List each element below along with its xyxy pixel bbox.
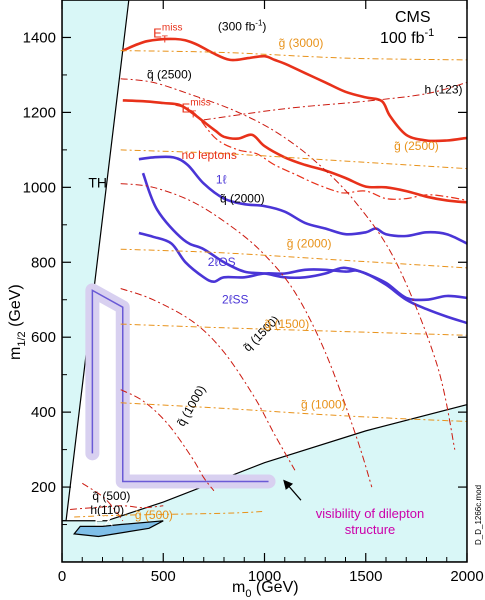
gluino-500-label: g̃ (500) xyxy=(135,508,173,522)
squark-2000-label: q̃ (2000) xyxy=(220,191,265,205)
dilepton-band xyxy=(85,283,276,489)
two-lepton-ss-label: 2ℓSS xyxy=(222,292,249,306)
etmiss-300-label-lumi-text: (300 fb xyxy=(218,20,256,34)
x-axis-title-sub: 0 xyxy=(245,588,251,600)
squark-2500-label-text: q̃ (2500) xyxy=(147,68,192,82)
dilepton-outline xyxy=(91,289,269,483)
h-123-label-text: h (123) xyxy=(424,83,462,97)
h-110-label-text: h(110) xyxy=(90,503,124,517)
two-lepton-os-label-text: 2ℓOS xyxy=(208,255,236,269)
no-leptons-label: no leptons xyxy=(181,148,236,162)
etmiss-100-label-main: E xyxy=(181,100,190,115)
curve-h-110 xyxy=(70,505,164,510)
two-lepton-os-label: 2ℓOS xyxy=(208,255,236,269)
etmiss-100-label-sup: miss xyxy=(190,97,211,108)
curve-gluino-3000 xyxy=(120,50,467,61)
dilepton-structure-layer xyxy=(85,283,302,501)
x-tick-label: 2000 xyxy=(450,568,483,585)
curve-squark-1500 xyxy=(120,288,296,471)
curve-squark-2000 xyxy=(120,183,373,488)
y-tick-label: 600 xyxy=(31,329,56,346)
h-110-label: h(110) xyxy=(90,503,124,517)
curve-gluino-2500 xyxy=(120,149,467,170)
gluino-1000-label: g̃ (1000) xyxy=(301,397,346,411)
gluino-1000-label-text: g̃ (1000) xyxy=(301,397,346,411)
y-tick-label: 1400 xyxy=(23,29,56,46)
curve-gluino-500 xyxy=(74,510,265,518)
curve-2l-ss xyxy=(141,172,467,325)
two-lepton-ss-label-text: 2ℓSS xyxy=(222,292,249,306)
y-tick-label: 800 xyxy=(31,254,56,271)
gluino-500-label-text: g̃ (500) xyxy=(135,508,173,522)
x-axis-title-unit: (GeV) xyxy=(251,579,298,596)
y-tick-label: 200 xyxy=(31,479,56,496)
y-tick-label: 1200 xyxy=(23,104,56,121)
gluino-2500-label: g̃ (2500) xyxy=(394,139,439,153)
curve-gluino-1500 xyxy=(120,323,467,336)
region-ex-excluded xyxy=(72,520,164,538)
x-tick-label: 0 xyxy=(58,568,66,585)
gluino-3000-label: g̃ (3000) xyxy=(279,36,324,50)
gluino-1500-label-text: g̃ (1500) xyxy=(264,317,309,331)
squark-500-label: q̃ (500) xyxy=(92,489,130,503)
curve-1l xyxy=(138,155,467,245)
y-tick-label: 1000 xyxy=(23,179,56,196)
one-lepton-label: 1ℓ xyxy=(216,173,227,187)
gluino-1500-label: g̃ (1500) xyxy=(264,317,309,331)
curve-gluino-2000 xyxy=(120,248,467,269)
dilepton-arrow xyxy=(283,479,302,501)
x-axis-title: m0 (GeV) xyxy=(232,579,299,600)
curve-no-leptons xyxy=(175,104,467,201)
y-axis-title: m1/2 (GeV) xyxy=(7,284,28,360)
etmiss-100-label-sub: T xyxy=(190,109,196,120)
x-axis-title-main: m xyxy=(232,579,245,596)
chart-title: CMS xyxy=(395,9,431,26)
curves-layer xyxy=(70,37,467,522)
x-tick-label: 500 xyxy=(151,568,176,585)
gluino-3000-label-text: g̃ (3000) xyxy=(279,36,324,50)
gluino-2500-label-text: g̃ (2500) xyxy=(394,139,439,153)
lumi-exponent: -1 xyxy=(424,27,434,39)
curve-squark-500 xyxy=(82,482,124,522)
x-tick-label: 1000 xyxy=(248,568,281,585)
region-label-th: TH xyxy=(88,174,107,190)
curve-e-t-miss xyxy=(122,99,467,204)
curve-2l-os xyxy=(138,231,467,302)
etmiss-300-label-lumi-sup: -1 xyxy=(255,19,263,28)
squark-500-label-text: q̃ (500) xyxy=(92,489,130,503)
y-axis-title-main: m xyxy=(7,347,24,360)
y-tick-label: 400 xyxy=(31,404,56,421)
squark-2000-label-text: q̃ (2000) xyxy=(220,191,265,205)
h-123-label: h (123) xyxy=(424,83,462,97)
x-tick-label: 1500 xyxy=(349,568,382,585)
curve-squark-2500 xyxy=(120,78,456,450)
squark-2500-label: q̃ (2500) xyxy=(147,68,192,82)
etmiss-300-label-main-sub: T xyxy=(162,34,168,45)
one-lepton-label-text: 1ℓ xyxy=(216,173,227,187)
axes-layer: 0 500 1000 1500 2000 200 400 600 800 1000 1200 1400 xyxy=(23,0,484,585)
no-leptons-label-text: no leptons xyxy=(181,148,236,162)
etmiss-300-label-main: ETmiss xyxy=(153,22,182,45)
dilepton-label-line2: structure xyxy=(345,522,396,537)
lumi-value: 100 fb xyxy=(380,30,425,47)
etmiss-100-label: ETmiss xyxy=(181,97,210,120)
etmiss-300-label-main-sup: miss xyxy=(162,22,183,33)
y-axis-title-sub: 1/2 xyxy=(16,331,28,346)
lumi-label: 100 fb-1 xyxy=(380,27,434,47)
y-axis-title-unit: (GeV) xyxy=(7,284,24,331)
region-label-ex-excluded: EX xyxy=(94,513,113,529)
etmiss-300-label-lumi: (300 fb-1) xyxy=(218,19,266,34)
curve-e-t-miss-300-fb-1 xyxy=(122,37,467,143)
gluino-2000-label-text: g̃ (2000) xyxy=(287,236,332,250)
etmiss-300-label-main-main: E xyxy=(153,25,162,40)
curve-gluino-1000 xyxy=(120,402,467,422)
curve-squark-1000 xyxy=(120,389,215,492)
curve-h-123 xyxy=(203,81,467,121)
dilepton-label-line1: visibility of dilepton xyxy=(316,506,424,521)
etmiss-300-label-lumi-tail: ) xyxy=(262,20,266,34)
gluino-2000-label: g̃ (2000) xyxy=(287,236,332,250)
side-note: D_D_1266c.mod xyxy=(474,485,483,545)
